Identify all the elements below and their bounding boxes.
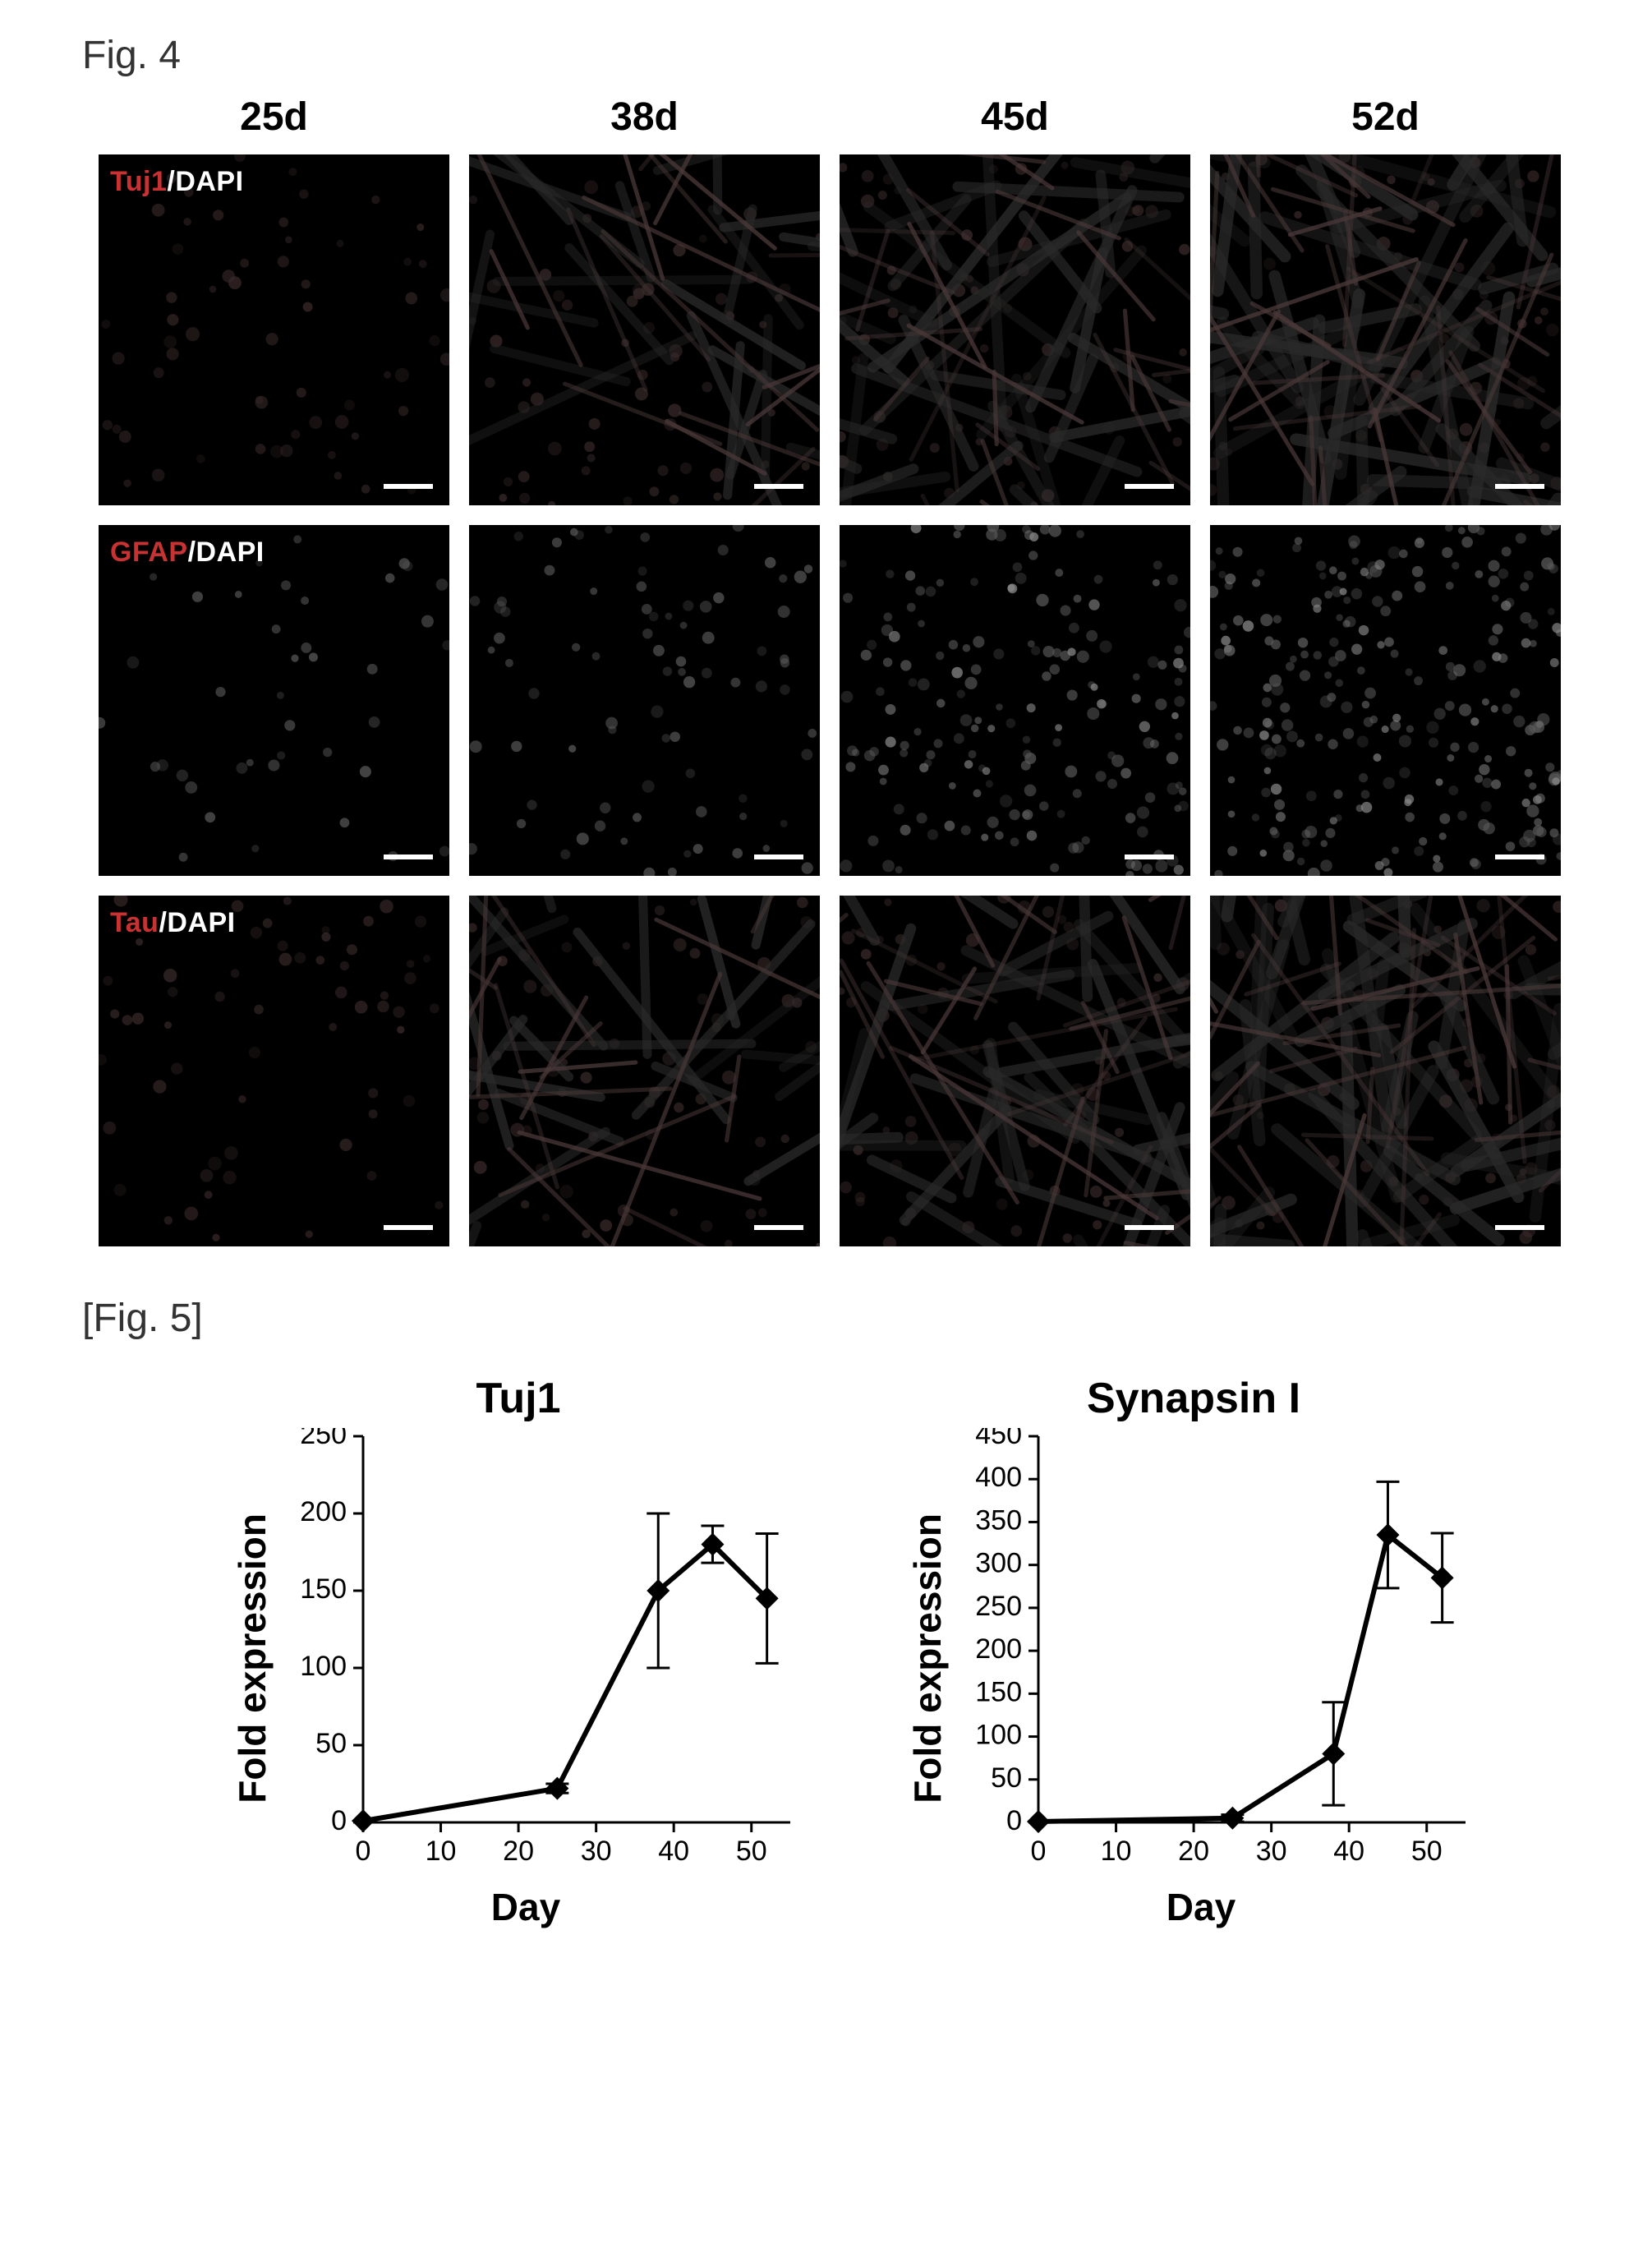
column-header-45d: 45d: [840, 94, 1190, 140]
svg-text:0: 0: [1031, 1836, 1047, 1867]
scale-bar: [384, 484, 433, 489]
svg-text:10: 10: [1101, 1836, 1132, 1867]
svg-text:350: 350: [975, 1504, 1022, 1536]
panel-marker-label: Tuj1/DAPI: [110, 166, 244, 198]
chart-svg: 0 50 100 150 200 250 0 10 20 30 40 50: [281, 1428, 807, 1888]
svg-text:100: 100: [975, 1720, 1022, 1751]
figure-5-label: [Fig. 5]: [82, 1296, 1586, 1341]
svg-text:50: 50: [991, 1762, 1022, 1794]
scale-bar: [1125, 855, 1174, 859]
microscopy-panel: [1210, 525, 1561, 876]
panel-marker-label: GFAP/DAPI: [110, 537, 265, 569]
scale-bar: [1495, 855, 1544, 859]
x-axis-label: Day: [987, 1885, 1415, 1929]
x-axis-label: Day: [312, 1885, 739, 1929]
figure-4-label: Fig. 4: [82, 33, 1586, 78]
scale-bar: [1495, 484, 1544, 489]
chart-synapsin-i: Synapsin IFold expression050100150200250…: [905, 1374, 1482, 1929]
chart-svg: 0 50 100 150 200 250 300 350 400 450 0 10 20 30 40 50: [956, 1428, 1482, 1888]
svg-text:250: 250: [300, 1428, 347, 1450]
microscopy-panel: [840, 154, 1190, 505]
microscopy-panel: [469, 896, 820, 1246]
svg-text:0: 0: [356, 1836, 371, 1867]
svg-text:400: 400: [975, 1462, 1022, 1493]
svg-text:50: 50: [315, 1728, 347, 1759]
microscopy-panel: [469, 525, 820, 876]
column-header-52d: 52d: [1210, 94, 1561, 140]
svg-text:20: 20: [1178, 1836, 1209, 1867]
microscopy-panel: [1210, 896, 1561, 1246]
svg-text:30: 30: [581, 1836, 612, 1867]
svg-text:250: 250: [975, 1591, 1022, 1622]
scale-bar: [384, 1225, 433, 1230]
microscopy-panel: [840, 896, 1190, 1246]
svg-text:10: 10: [426, 1836, 457, 1867]
scale-bar: [1125, 484, 1174, 489]
microscopy-panel: Tau/DAPI: [99, 896, 449, 1246]
figure-4-column-headers: 25d 38d 45d 52d: [99, 94, 1561, 148]
y-axis-label: Fold expression: [230, 1513, 274, 1803]
chart-title: Synapsin I: [905, 1374, 1482, 1423]
figure-4-microscopy-grid: Tuj1/DAPI GFAP/DAPI Tau/DAPI: [99, 154, 1561, 1246]
microscopy-panel: GFAP/DAPI: [99, 525, 449, 876]
microscopy-panel: [1210, 154, 1561, 505]
svg-text:150: 150: [300, 1573, 347, 1605]
scale-bar: [1495, 1225, 1544, 1230]
svg-text:200: 200: [300, 1496, 347, 1527]
svg-text:30: 30: [1256, 1836, 1287, 1867]
svg-text:150: 150: [975, 1676, 1022, 1707]
svg-text:50: 50: [1411, 1836, 1443, 1867]
scale-bar: [1125, 1225, 1174, 1230]
svg-text:0: 0: [1006, 1805, 1022, 1836]
svg-text:100: 100: [300, 1651, 347, 1682]
chart-tuj1: Tuj1 Fold expression 0 50 100 150 200 250 0 10 20 3…: [230, 1374, 807, 1929]
chart-title: Tuj1: [230, 1374, 807, 1423]
figure-5-charts-row: Tuj1Fold expression050100150200250010203…: [230, 1374, 1586, 1929]
y-axis-label: Fold expression: [905, 1513, 950, 1803]
svg-text:200: 200: [975, 1633, 1022, 1665]
scale-bar: [754, 484, 803, 489]
svg-text:0: 0: [331, 1805, 347, 1836]
svg-text:40: 40: [1333, 1836, 1364, 1867]
column-header-25d: 25d: [99, 94, 449, 140]
panel-marker-label: Tau/DAPI: [110, 907, 236, 939]
column-header-38d: 38d: [469, 94, 820, 140]
svg-text:300: 300: [975, 1548, 1022, 1579]
scale-bar: [754, 1225, 803, 1230]
microscopy-panel: Tuj1/DAPI: [99, 154, 449, 505]
microscopy-panel: [840, 525, 1190, 876]
scale-bar: [384, 855, 433, 859]
svg-text:20: 20: [503, 1836, 534, 1867]
svg-text:40: 40: [658, 1836, 689, 1867]
svg-text:50: 50: [736, 1836, 767, 1867]
svg-text:450: 450: [975, 1428, 1022, 1450]
scale-bar: [754, 855, 803, 859]
microscopy-panel: [469, 154, 820, 505]
